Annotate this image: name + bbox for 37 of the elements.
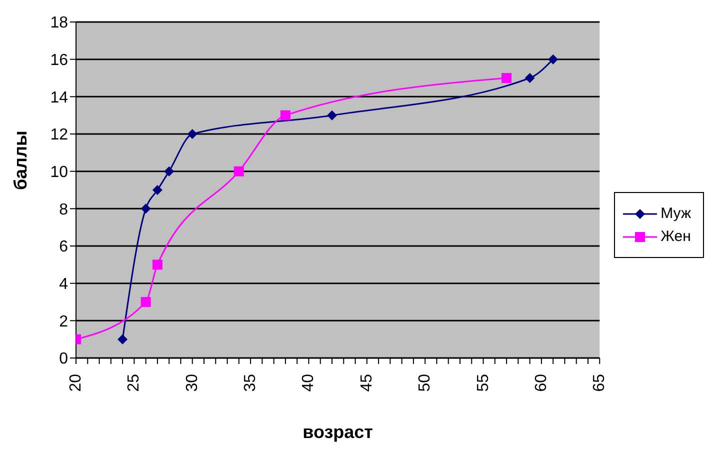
y-tick-label: 14 (50, 89, 68, 106)
x-tick-label: 65 (591, 374, 608, 392)
y-tick-label: 10 (50, 164, 68, 182)
point (234, 166, 244, 176)
point (118, 334, 128, 344)
point (280, 110, 290, 120)
x-tick-label: 30 (184, 374, 201, 392)
point (326, 110, 337, 120)
point (140, 204, 151, 214)
point (548, 54, 558, 64)
x-tick-label: 40 (300, 374, 318, 392)
y-tick-label: 4 (59, 276, 68, 294)
point (152, 260, 162, 270)
x-tick-label: 45 (358, 374, 376, 392)
point (140, 297, 151, 307)
x-tick-label: 20 (68, 374, 84, 392)
x-tick-label: 50 (416, 374, 434, 392)
point (187, 129, 198, 139)
y-tick-label: 18 (50, 14, 68, 32)
point (164, 166, 174, 176)
y-tick-label: 12 (50, 126, 68, 144)
y-tick-label: 0 (59, 350, 68, 368)
y-tick-label: 8 (59, 201, 68, 218)
x-tick-label: 60 (532, 374, 550, 392)
x-tick-label: 55 (474, 374, 492, 392)
point (524, 73, 535, 83)
y-tick-label: 2 (59, 313, 68, 330)
y-tick-label: 6 (59, 238, 68, 256)
x-tick-label: 35 (242, 374, 260, 392)
x-axis-title: возраст (302, 422, 374, 442)
y-tick-label: 16 (50, 52, 68, 70)
y-axis-title: баллы (10, 130, 30, 190)
point (152, 185, 162, 195)
legend-label: Муж (660, 205, 691, 222)
point (502, 73, 512, 83)
legend-label: Жен (660, 228, 691, 245)
x-tick-label: 25 (126, 374, 143, 392)
